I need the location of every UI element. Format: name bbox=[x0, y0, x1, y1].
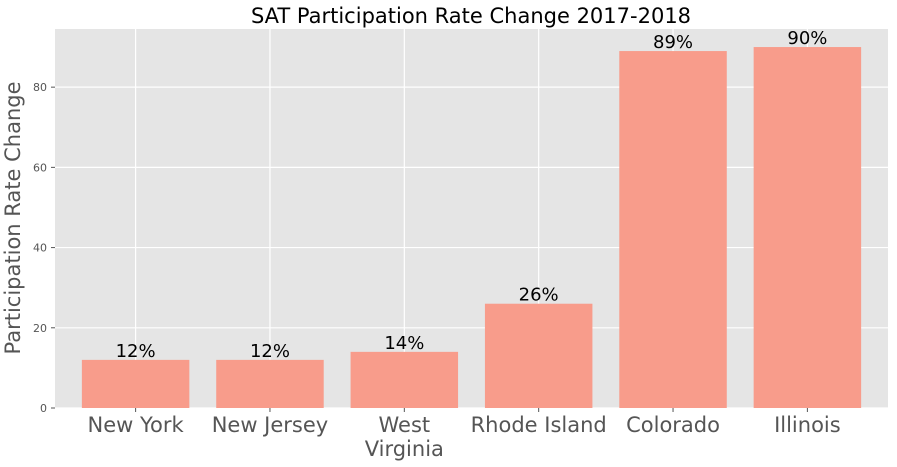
y-tick-label: 0 bbox=[40, 402, 47, 415]
bar bbox=[753, 47, 862, 409]
y-tick-label: 20 bbox=[33, 322, 47, 335]
y-tick-label: 60 bbox=[33, 161, 47, 174]
y-axis-ticks: 0 20 40 60 80 bbox=[33, 81, 55, 415]
y-tick-label: 80 bbox=[33, 81, 47, 94]
data-label: 12% bbox=[116, 341, 156, 362]
data-label: 26% bbox=[519, 285, 559, 306]
x-axis-ticks: New York New Jersey West Virginia Rhode Isla… bbox=[88, 408, 841, 461]
bar bbox=[216, 359, 324, 408]
data-label: 14% bbox=[384, 333, 424, 354]
y-tick-label: 40 bbox=[33, 242, 47, 255]
x-tick-label: Colorado bbox=[626, 413, 720, 437]
grid-lines bbox=[55, 29, 888, 409]
x-tick-label: New York bbox=[88, 413, 185, 437]
x-tick-label: West Virginia bbox=[365, 413, 444, 461]
x-tick-label: New Jersey bbox=[212, 413, 329, 437]
bar bbox=[81, 359, 190, 408]
data-label: 90% bbox=[787, 28, 827, 49]
x-tick-label: Illinois bbox=[774, 413, 841, 437]
data-labels-group: 12% 12% 14% 26% 89% 90% bbox=[116, 28, 828, 362]
bar bbox=[619, 51, 727, 409]
x-tick-label: Rhode Island bbox=[471, 413, 607, 437]
bar bbox=[350, 351, 459, 408]
bars-group bbox=[81, 47, 862, 409]
chart-title: SAT Participation Rate Change 2017-2018 bbox=[251, 4, 691, 28]
data-label: 89% bbox=[653, 32, 693, 53]
plot-area bbox=[55, 29, 888, 408]
y-axis-label: Participation Rate Change bbox=[1, 82, 25, 355]
bar bbox=[484, 303, 593, 408]
data-label: 12% bbox=[250, 341, 290, 362]
